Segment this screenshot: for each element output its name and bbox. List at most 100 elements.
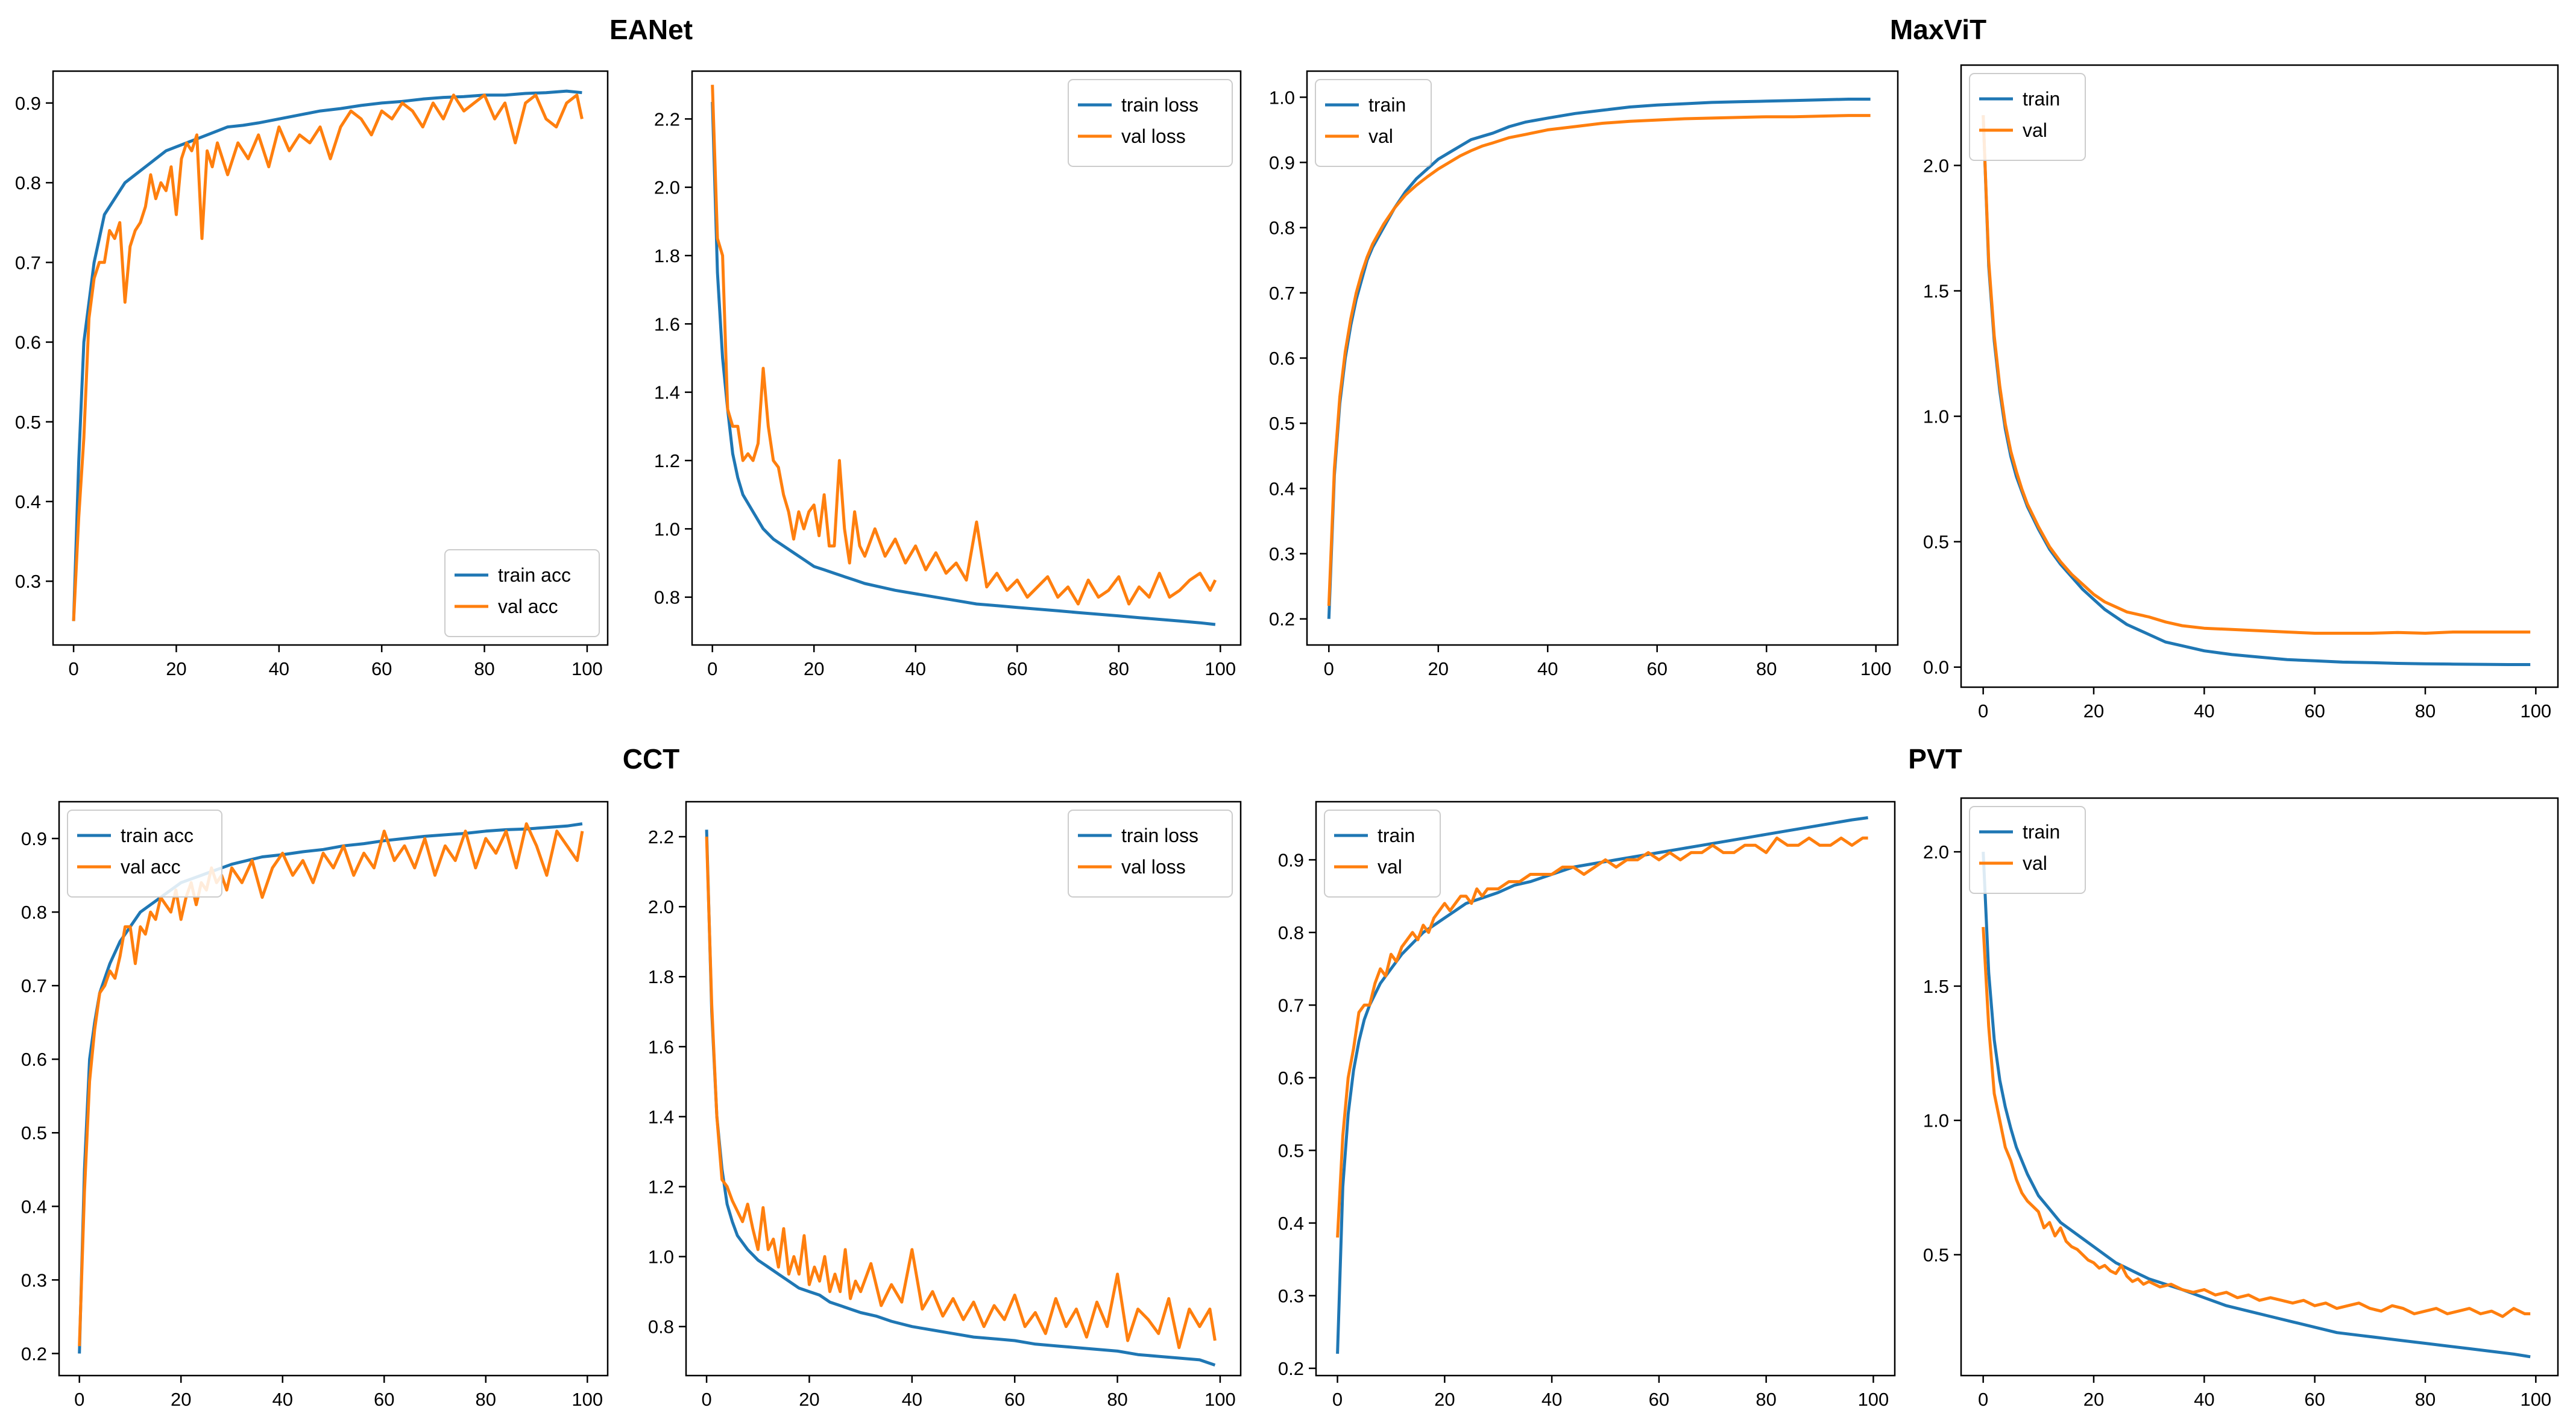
eanet-acc-ytick-label: 0.4 [15, 491, 41, 512]
pvt-acc-xtick-label: 60 [1649, 1389, 1669, 1410]
cct-loss-xtick-label: 100 [1205, 1389, 1236, 1410]
maxvit-acc-ytick-label: 0.2 [1269, 609, 1295, 630]
cct-loss-axes-frame [685, 801, 1242, 1377]
eanet-acc-ytick-label: 0.8 [15, 172, 41, 193]
maxvit-acc-ytick-label: 1.0 [1269, 87, 1295, 108]
pvt-loss-series-train [1982, 851, 2531, 1359]
cct-acc-xtick-label: 40 [272, 1389, 292, 1410]
pvt-acc-ytick-label: 0.3 [1278, 1285, 1304, 1306]
eanet-loss-series-train-loss [711, 101, 1216, 626]
eanet-acc-axes-frame [52, 70, 609, 646]
pvt-acc-xtick-label: 100 [1858, 1389, 1889, 1410]
cct-loss-legend: train loss val loss [1068, 810, 1233, 898]
cct-acc-legend-box [67, 810, 222, 898]
maxvit-acc-chart: 0 20 40 60 80 100 0.2 0.3 0.4 0.5 0.6 0.7 0.8 0.9 1.0 t… [1269, 70, 1899, 679]
cct-acc-ytick-label: 0.8 [21, 902, 47, 923]
cct-acc-ytick-label: 0.2 [21, 1343, 47, 1364]
pvt-loss-ytick-label: 1.5 [1923, 976, 1949, 997]
cct-loss-legend-label: val loss [1121, 856, 1186, 878]
pvt-acc-xtick-label: 80 [1756, 1389, 1776, 1410]
eanet-acc-ytick-label: 0.7 [15, 252, 41, 273]
maxvit-loss-ytick-label: 1.5 [1923, 281, 1949, 302]
cct-loss-chart: 0 20 40 60 80 100 0.8 1.0 1.2 1.4 1.6 1.8 2.0 2.2 trai… [648, 801, 1242, 1410]
eanet-loss-xtick-label: 60 [1007, 658, 1027, 679]
eanet-loss-series-val-loss [711, 84, 1217, 606]
maxvit-acc-xtick-label: 0 [1324, 658, 1334, 679]
eanet-acc-xtick-label: 40 [269, 658, 289, 679]
cct-loss-ytick-label: 2.0 [648, 896, 674, 917]
eanet-loss-axes-frame [691, 70, 1242, 646]
maxvit-loss-legend-label: val [2023, 119, 2047, 141]
maxvit-acc-ytick-label: 0.5 [1269, 413, 1295, 434]
pvt-loss-xtick-label: 100 [2520, 1389, 2551, 1410]
eanet-loss-legend-label: val loss [1121, 125, 1186, 147]
pvt-acc-ytick-label: 0.4 [1278, 1213, 1304, 1234]
pvt-loss-xtick-label: 60 [2304, 1389, 2325, 1410]
eanet-loss-ytick-label: 1.8 [654, 245, 680, 266]
eanet-loss-xtick-label: 80 [1109, 658, 1129, 679]
pvt-loss-legend-box [1969, 806, 2086, 894]
maxvit-loss-ytick-label: 2.0 [1923, 155, 1949, 176]
cct-loss-xtick-label: 40 [902, 1389, 922, 1410]
cct-loss-ytick-label: 1.6 [648, 1036, 674, 1057]
cct-loss-ytick-label: 1.8 [648, 966, 674, 987]
pvt-loss-axes-frame [1960, 797, 2559, 1377]
maxvit-acc-legend-label: val [1368, 125, 1393, 147]
maxvit-acc-ytick-label: 0.4 [1269, 478, 1295, 499]
cct-loss-xtick-label: 80 [1107, 1389, 1127, 1410]
maxvit-loss-series-val [1982, 115, 2531, 635]
maxvit-loss-ytick-label: 0.5 [1923, 532, 1949, 553]
pvt-acc-chart: 0 20 40 60 80 100 0.2 0.3 0.4 0.5 0.6 0.7 0.8 0.9 trai… [1278, 801, 1896, 1410]
eanet-acc-xtick-label: 20 [166, 658, 186, 679]
pvt-acc-ytick-label: 0.7 [1278, 995, 1304, 1016]
cct-loss-legend-label: train loss [1121, 825, 1198, 846]
eanet-acc-legend-label: train acc [498, 564, 571, 586]
pvt-loss-ytick-label: 2.0 [1923, 841, 1949, 863]
cct-acc-legend-label: train acc [121, 825, 194, 846]
pvt-acc-legend-box [1324, 810, 1441, 898]
cct-acc-xtick-label: 80 [476, 1389, 496, 1410]
eanet-loss-legend-box [1068, 79, 1233, 167]
pvt-loss-xtick-label: 20 [2083, 1389, 2104, 1410]
maxvit-loss-xtick-label: 80 [2415, 700, 2436, 722]
cct-loss-legend-box [1068, 810, 1233, 898]
maxvit-acc-xtick-label: 20 [1428, 658, 1449, 679]
eanet-loss-legend-label: train loss [1121, 94, 1198, 116]
maxvit-loss-xtick-label: 0 [1978, 700, 1988, 722]
cct-acc-ytick-label: 0.3 [21, 1269, 47, 1291]
maxvit-loss-legend: train val [1969, 73, 2086, 161]
eanet-loss-xtick-label: 0 [707, 658, 717, 679]
eanet-acc-series-val-acc [72, 93, 584, 621]
cct-title: CCT [622, 743, 680, 775]
maxvit-loss-legend-box [1969, 73, 2086, 161]
eanet-acc-legend-label: val acc [498, 596, 558, 617]
eanet-loss-legend: train loss val loss [1068, 79, 1233, 167]
eanet-acc-xtick-label: 60 [371, 658, 392, 679]
cct-acc-xtick-label: 20 [171, 1389, 191, 1410]
cct-loss-series-val-loss [705, 836, 1217, 1350]
eanet-loss-ytick-label: 1.6 [654, 313, 680, 335]
pvt-acc-ytick-label: 0.8 [1278, 922, 1304, 943]
pvt-acc-xtick-label: 20 [1434, 1389, 1455, 1410]
cct-loss-xtick-label: 20 [799, 1389, 819, 1410]
eanet-acc-xtick-label: 100 [572, 658, 603, 679]
maxvit-acc-ytick-label: 0.8 [1269, 218, 1295, 239]
maxvit-loss-xtick-label: 40 [2194, 700, 2214, 722]
pvt-acc-xtick-label: 40 [1542, 1389, 1562, 1410]
pvt-loss-ytick-label: 0.5 [1923, 1244, 1949, 1265]
maxvit-loss-xtick-label: 100 [2520, 700, 2551, 722]
pvt-acc-ytick-label: 0.2 [1278, 1358, 1304, 1379]
cct-acc-axes-frame [58, 801, 609, 1377]
maxvit-acc-ytick-label: 0.7 [1269, 283, 1295, 304]
eanet-loss-ytick-label: 2.0 [654, 177, 680, 198]
maxvit-acc-ytick-label: 0.6 [1269, 348, 1295, 369]
maxvit-acc-ytick-label: 0.9 [1269, 152, 1295, 173]
pvt-acc-ytick-label: 0.5 [1278, 1140, 1304, 1161]
cct-acc-ytick-label: 0.4 [21, 1196, 47, 1217]
eanet-loss-xtick-label: 40 [905, 658, 925, 679]
maxvit-loss-legend-label: train [2023, 88, 2060, 110]
cct-loss-ytick-label: 1.4 [648, 1106, 674, 1127]
cct-acc-series-train-acc [78, 822, 583, 1354]
cct-acc-ytick-label: 0.6 [21, 1049, 47, 1070]
